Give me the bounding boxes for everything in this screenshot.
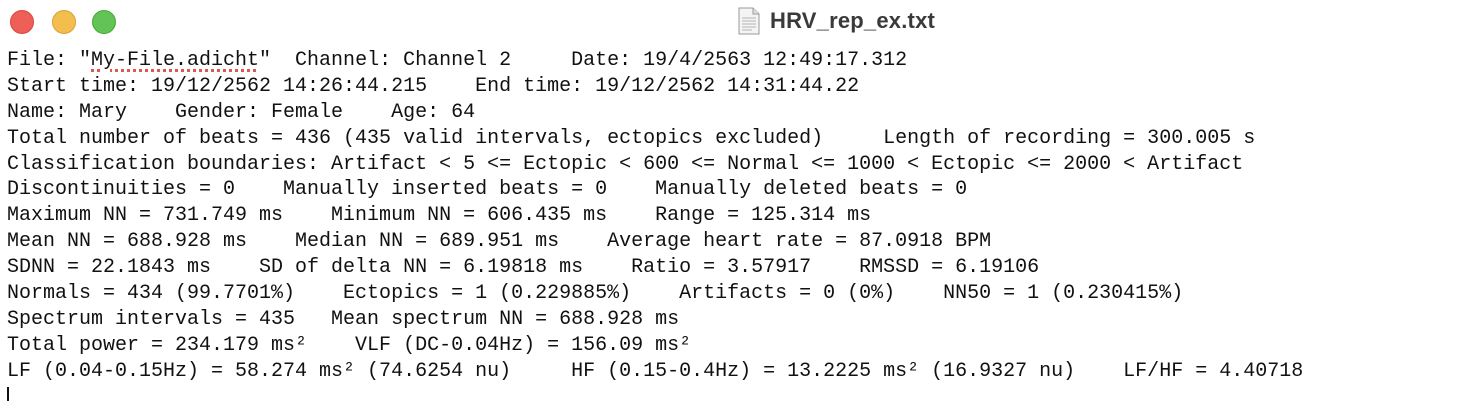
- file-prefix-text: File: ": [7, 49, 92, 72]
- report-line-lf-hf: LF (0.04-0.15Hz) = 58.274 ms² (74.6254 n…: [7, 359, 1304, 383]
- report-line-power: Total power = 234.179 ms² VLF (DC-0.04Hz…: [7, 333, 692, 357]
- report-line-nn-mean: Mean NN = 688.928 ms Median NN = 689.951…: [7, 230, 992, 254]
- title-bar[interactable]: HRV_rep_ex.txt: [0, 0, 1480, 44]
- minimize-window-button[interactable]: [52, 10, 76, 34]
- report-line-nn-range: Maximum NN = 731.749 ms Minimum NN = 606…: [7, 204, 872, 228]
- report-line-times: Start time: 19/12/2562 14:26:44.215 End …: [7, 74, 860, 98]
- window-title-group: HRV_rep_ex.txt: [738, 6, 935, 36]
- close-window-button[interactable]: [10, 10, 34, 34]
- report-line-counts: Normals = 434 (99.7701%) Ectopics = 1 (0…: [7, 282, 1184, 306]
- report-line-beats: Total number of beats = 436 (435 valid i…: [7, 126, 1256, 150]
- report-line-file: File: "My-File.adicht" Channel: Channel …: [7, 48, 1480, 74]
- report-line-subject: Name: Mary Gender: Female Age: 64: [7, 100, 476, 124]
- file-channel-date-text: " Channel: Channel 2 Date: 19/4/2563 12:…: [259, 49, 908, 72]
- text-cursor: [7, 386, 9, 401]
- file-name-text: My-File.adicht: [91, 49, 260, 72]
- window-title: HRV_rep_ex.txt: [770, 8, 936, 33]
- maximize-window-button[interactable]: [92, 10, 116, 34]
- document-text-area[interactable]: File: "My-File.adicht" Channel: Channel …: [7, 48, 1480, 401]
- report-line-discontinuities: Discontinuities = 0 Manually inserted be…: [7, 178, 968, 202]
- cursor-line: [7, 385, 1480, 410]
- report-line-spectrum: Spectrum intervals = 435 Mean spectrum N…: [7, 307, 680, 331]
- text-editor-window: HRV_rep_ex.txt File: "My-File.adicht" Ch…: [0, 0, 1480, 401]
- report-line-classification: Classification boundaries: Artifact < 5 …: [7, 152, 1244, 176]
- document-icon: [738, 7, 760, 35]
- report-line-variability: SDNN = 22.1843 ms SD of delta NN = 6.198…: [7, 256, 1040, 280]
